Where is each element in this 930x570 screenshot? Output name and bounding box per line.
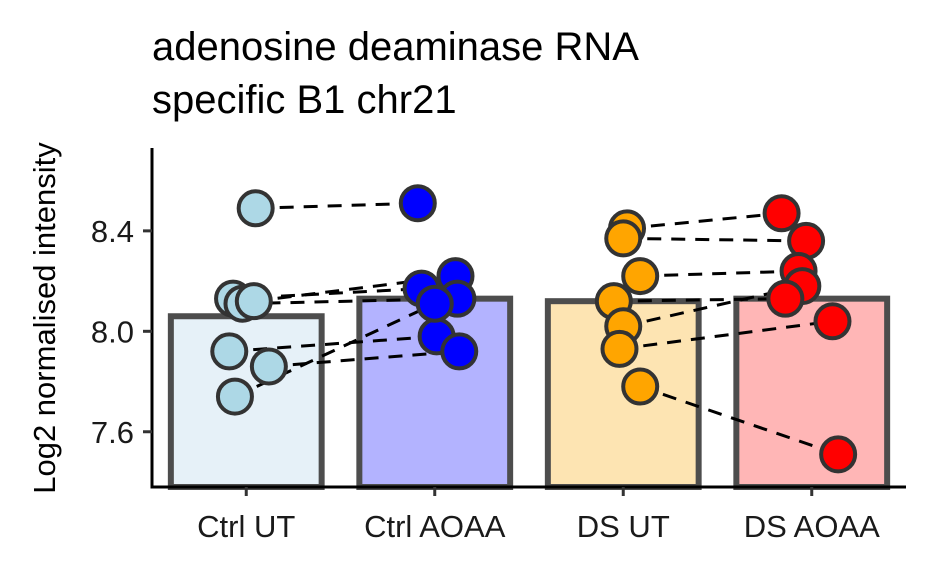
x-tick-label: DS AOAA: [744, 509, 880, 544]
point-ds-ut: [604, 219, 643, 258]
point-ds-ut: [600, 329, 639, 368]
point-ds-ut: [621, 367, 660, 406]
point-ds-ut: [621, 257, 660, 296]
point-ds-aoaa: [819, 435, 858, 474]
point-ctrl-aoaa: [398, 184, 437, 223]
point-ctrl-ut: [215, 377, 254, 416]
axes-layer: 7.6 8.0 8.4 Ctrl UT Ctrl AOAA DS UT DS AOAA: [91, 148, 906, 544]
point-ctrl-ut: [249, 347, 288, 386]
pair-line: [619, 319, 833, 351]
point-ctrl-aoaa: [415, 284, 454, 323]
pair-line: [613, 297, 786, 303]
x-tick-label: Ctrl AOAA: [364, 509, 506, 544]
pair-line: [623, 236, 807, 243]
x-tick-label: Ctrl UT: [197, 509, 295, 544]
x-tick-label: DS UT: [577, 509, 670, 544]
pair-line: [640, 269, 799, 278]
point-ctrl-ut: [236, 189, 275, 228]
pair-line: [639, 385, 839, 456]
point-ctrl-ut: [234, 282, 273, 321]
pair-line: [268, 349, 460, 368]
y-tick-label: 8.4: [91, 214, 134, 249]
point-ds-aoaa: [813, 302, 852, 341]
pair-line: [255, 201, 418, 210]
points-layer: [210, 184, 858, 474]
point-ds-aoaa: [762, 194, 801, 233]
chart-title-line-2: specific B1 chr21: [152, 78, 457, 122]
y-tick-label: 7.6: [91, 415, 134, 450]
point-ds-aoaa: [766, 279, 805, 318]
pair-line: [626, 211, 782, 230]
bar-ds-aoaa: [733, 295, 891, 490]
y-axis-title: Log2 normalised intensity: [27, 142, 62, 494]
point-ctrl-ut: [210, 332, 249, 371]
point-ctrl-aoaa: [440, 332, 479, 371]
y-tick-label: 8.0: [91, 314, 134, 349]
chart-title-line-1: adenosine deaminase RNA: [152, 25, 639, 69]
bars-layer: [167, 295, 891, 490]
